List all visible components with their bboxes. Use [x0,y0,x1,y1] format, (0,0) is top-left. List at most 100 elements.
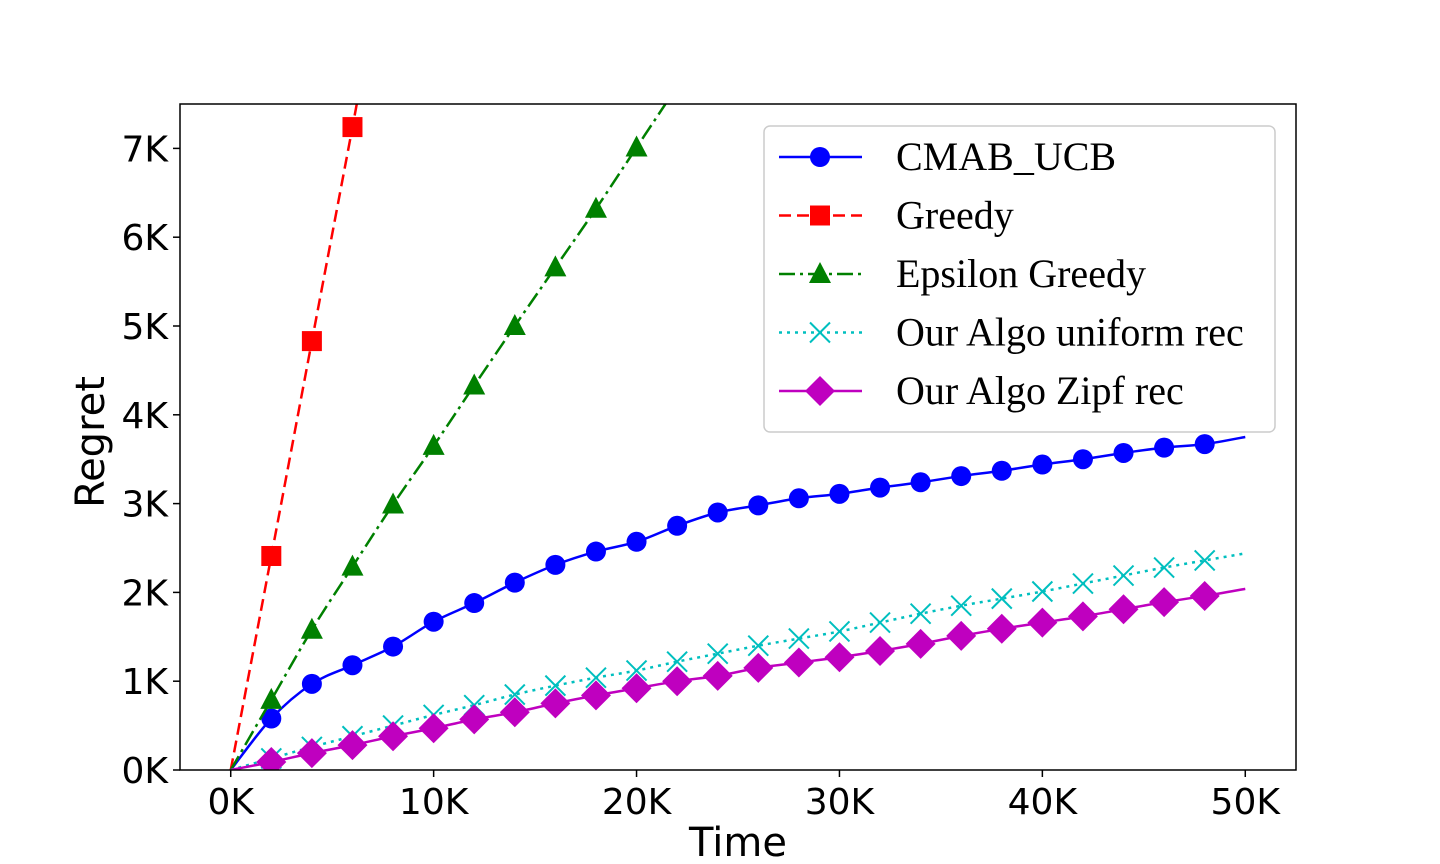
plot-frame [179,103,1297,771]
data-point [261,545,282,566]
data-point [337,730,368,761]
data-point [423,611,444,632]
data-point [666,650,688,673]
legend-marker [809,262,831,283]
data-point [743,652,774,683]
y-tick-label: 5K [121,307,169,348]
legend-entry: Our Algo Zipf rec [779,368,1184,413]
data-point [909,603,932,625]
legend-entry: Epsilon Greedy [779,251,1146,296]
data-point [829,483,850,504]
data-point [950,595,972,617]
data-point [504,683,526,706]
data-point [788,627,810,650]
data-point [301,673,322,694]
data-point [951,466,972,487]
legend-marker [810,205,830,226]
data-point [865,636,896,667]
series-our-algo-zipf-rec [230,580,1246,770]
x-tick-label: 0K [207,782,255,823]
data-point [464,593,485,614]
data-point [296,738,327,769]
data-point [544,674,567,697]
data-point [1112,564,1135,587]
data-point [1154,437,1175,458]
series-line-greedy [229,104,359,770]
data-point [463,373,486,395]
data-point [256,747,287,770]
y-tick-label: 2K [121,573,169,614]
data-point [585,666,607,689]
data-point [986,613,1017,644]
legend-entry: CMAB_UCB [779,134,1116,179]
data-point [788,488,809,509]
data-point [621,673,652,704]
legend-entry: Our Algo uniform rec [779,310,1244,355]
data-point [383,636,404,657]
legend-label: Epsilon Greedy [896,251,1146,296]
y-tick-label: 1K [121,662,169,703]
x-tick-label: 40K [1008,782,1079,823]
legend-marker [809,321,831,344]
data-point [1032,454,1053,475]
data-point [1194,434,1215,455]
data-point [828,620,851,643]
data-point [540,688,571,719]
data-point [1067,601,1098,632]
series-greedy [229,104,363,770]
y-tick-label: 7K [121,129,169,170]
data-point [824,642,855,673]
data-point [499,697,530,728]
data-point [783,647,814,678]
data-point [910,472,931,493]
series-line-our-algo-uniform-rec [230,552,1246,770]
data-point [870,477,891,498]
legend-label: Greedy [896,193,1014,238]
data-point [626,531,647,552]
data-point [625,135,648,157]
y-tick-label: 0K [121,751,169,792]
data-point [503,314,526,335]
data-point [1189,580,1220,611]
series-layer [229,104,1246,770]
data-point [544,255,567,277]
data-point [1149,587,1180,618]
legend-label: Our Algo uniform rec [896,310,1244,355]
data-point [991,587,1013,610]
x-tick-label: 20K [602,782,673,823]
data-point [625,659,648,682]
data-point [747,634,769,657]
data-point [1193,549,1216,572]
data-point [869,611,891,634]
data-point [580,680,611,711]
data-point [342,117,363,138]
data-point [1153,556,1175,579]
data-point [1108,594,1139,625]
data-point [1072,449,1093,470]
x-tick-label: 50K [1211,782,1282,823]
series-epsilon-greedy [229,104,667,770]
data-point [584,196,607,218]
data-point [702,660,733,691]
data-point [748,495,769,516]
data-point [946,620,977,651]
series-cmab-ucb [229,434,1246,770]
data-point [341,554,364,576]
legend-entry: Greedy [779,193,1014,238]
data-point [260,687,283,709]
y-tick-label: 6K [121,218,169,259]
data-point [707,642,729,665]
y-axis-ticks: 0K 1K 2K 3K 4K 5K 6K 7K [121,129,180,792]
data-point [1031,580,1054,603]
y-tick-label: 3K [121,485,169,526]
legend: CMAB_UCB Greedy Epsilon Greedy Our Algo uni… [763,125,1276,433]
data-point [1113,442,1134,463]
data-point [905,628,936,659]
legend-label: Our Algo Zipf rec [896,368,1184,413]
legend-label: CMAB_UCB [896,134,1116,179]
data-point [261,708,282,729]
data-point [545,554,566,575]
series-line-cmab-ucb [229,435,1246,770]
data-point [301,331,322,352]
